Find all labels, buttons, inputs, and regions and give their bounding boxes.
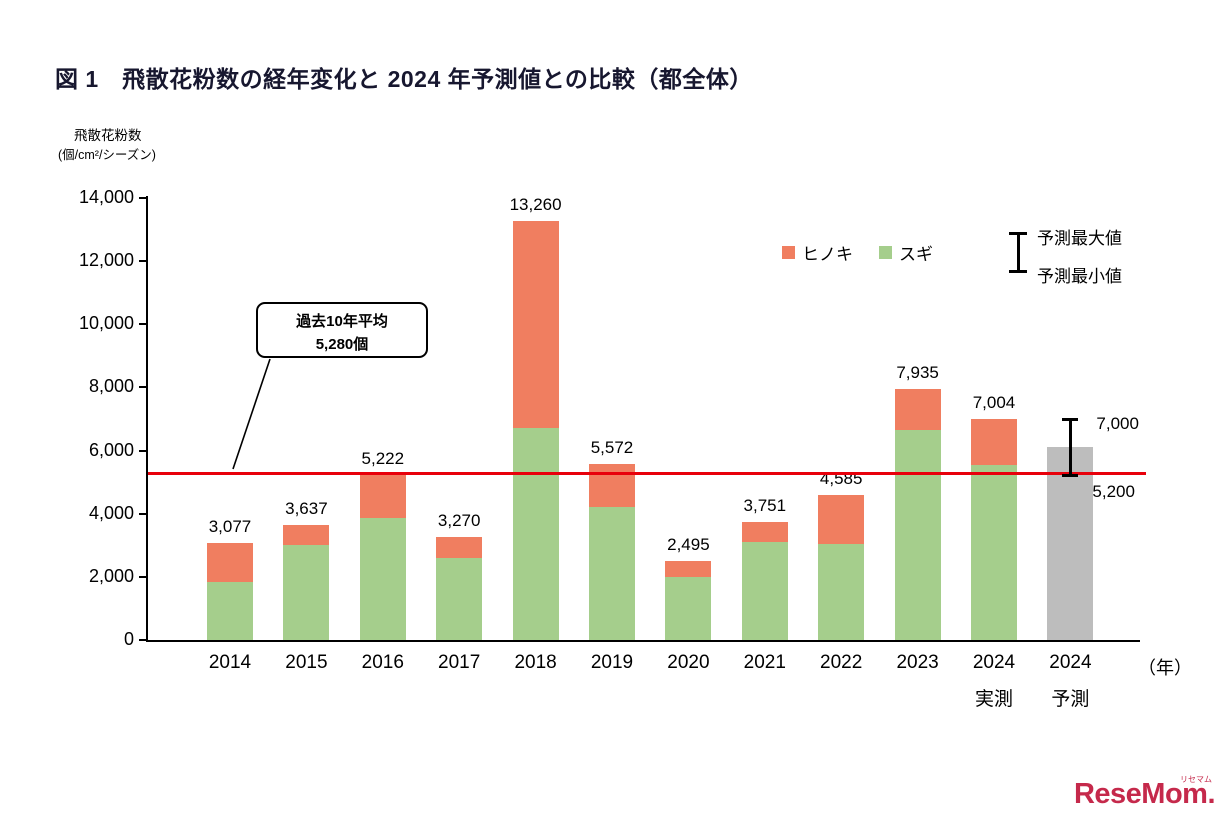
bar-total-label: 2,495 xyxy=(667,535,710,555)
bar-total-label: 3,077 xyxy=(208,516,252,536)
bar-total-label: 7,004 xyxy=(972,392,1016,412)
bar-hinoki xyxy=(436,536,483,558)
x-tick-label: 2015 xyxy=(285,652,328,673)
x-tick-label: 2019 xyxy=(590,652,634,673)
x-tick-label: 予測 xyxy=(1051,689,1090,710)
x-tick-label: 2023 xyxy=(896,652,939,673)
x-tick-label: 2024 xyxy=(1049,652,1092,673)
legend-label-hinoki: ヒノキ xyxy=(802,245,853,264)
average-callout: 過去10年平均 5,280個 xyxy=(256,302,428,358)
page-title: 図 1 飛散花粉数の経年変化と 2024 年予測値との比較（都全体） xyxy=(55,66,753,92)
bar-hinoki xyxy=(512,221,559,429)
bar-total-label: 5,572 xyxy=(590,438,634,458)
y-tick-label: 14,000 xyxy=(78,187,134,207)
y-tick-mark xyxy=(139,386,147,389)
error-bar-line xyxy=(1068,419,1072,476)
bar-total-label: 5,222 xyxy=(361,449,405,469)
x-tick-label: 2014 xyxy=(208,652,252,673)
x-tick-label: 2018 xyxy=(514,652,557,673)
error-bar-cap-bottom xyxy=(1062,474,1079,478)
bar-hinoki xyxy=(894,389,941,431)
bar-hinoki xyxy=(741,521,788,543)
bar-hinoki xyxy=(971,418,1017,465)
bar-total-label: 3,270 xyxy=(437,510,481,530)
bar-hinoki xyxy=(818,495,865,544)
bar-hinoki xyxy=(665,561,712,577)
y-tick-label: 0 xyxy=(123,629,134,649)
y-tick-label: 10,000 xyxy=(78,313,134,334)
forecast-min-label: 5,200 xyxy=(1092,481,1135,501)
bar-sugi xyxy=(589,507,635,640)
y-tick-mark xyxy=(139,323,147,326)
bar-hinoki xyxy=(359,475,406,519)
legend-item-hinoki: ヒノキ xyxy=(782,240,853,265)
y-tick-label: 2,000 xyxy=(88,565,134,586)
y-tick-label: 4,000 xyxy=(88,502,134,523)
y-axis-line xyxy=(146,196,148,642)
forecast-range-legend: 予測最大値 予測最小値 xyxy=(1003,218,1178,286)
y-axis-unit-line2: (個/cm²/シーズン) xyxy=(58,148,156,162)
bar-sugi xyxy=(512,428,559,640)
bar-hinoki xyxy=(589,464,635,508)
x-tick-label: 2021 xyxy=(743,652,786,673)
y-tick-mark xyxy=(139,575,147,578)
logo-ruby: リセマム xyxy=(1180,775,1212,784)
y-tick-mark xyxy=(139,512,147,515)
logo-text: ReseMom. xyxy=(1073,778,1216,810)
bar-sugi xyxy=(894,430,941,640)
x-tick-label: 2017 xyxy=(438,652,481,673)
x-tick-label: 2024 xyxy=(972,652,1016,673)
y-tick-label: 6,000 xyxy=(88,439,134,460)
bar-sugi xyxy=(359,518,406,640)
y-tick-label: 12,000 xyxy=(78,250,134,271)
average-line xyxy=(148,471,1146,475)
bar-total-label: 3,751 xyxy=(743,495,787,515)
error-bar-glyph-line xyxy=(1016,232,1020,273)
legend-label-sugi: スギ xyxy=(899,245,933,264)
bar-sugi xyxy=(741,542,788,640)
legend-swatch-hinoki xyxy=(782,246,795,259)
forecast-min-legend-label: 予測最小値 xyxy=(1037,267,1122,286)
callout-line2: 5,280個 xyxy=(315,335,369,353)
callout-line1: 過去10年平均 xyxy=(296,313,388,330)
x-tick-label: 2016 xyxy=(361,652,404,673)
bar-forecast xyxy=(1047,447,1094,640)
y-axis-unit-line1: 飛散花粉数 xyxy=(74,128,142,143)
y-tick-mark xyxy=(139,639,147,641)
bar-sugi xyxy=(207,581,253,640)
bar-total-label: 3,637 xyxy=(285,499,328,519)
bar-sugi xyxy=(665,576,712,640)
bar-hinoki xyxy=(207,542,253,582)
x-axis-unit-label: （年） xyxy=(1138,658,1192,678)
resemom-logo: リセマム ReseMom. xyxy=(1073,775,1216,811)
y-tick-label: 8,000 xyxy=(88,376,134,397)
legend-swatch-sugi xyxy=(879,246,892,259)
error-bar-glyph-bottom-cap xyxy=(1009,270,1027,273)
bar-sugi xyxy=(818,543,865,640)
forecast-max-legend-label: 予測最大値 xyxy=(1037,229,1122,248)
bar-sugi xyxy=(283,545,330,640)
x-axis-line xyxy=(146,640,1140,642)
y-tick-mark xyxy=(139,260,147,263)
x-tick-label: 実測 xyxy=(974,689,1013,710)
bar-total-label: 13,260 xyxy=(509,195,562,215)
x-tick-label: 2022 xyxy=(820,652,863,673)
y-tick-mark xyxy=(139,449,147,452)
bar-sugi xyxy=(971,464,1017,640)
bar-total-label: 7,935 xyxy=(896,363,939,383)
callout-leader-line xyxy=(232,358,271,470)
y-tick-mark xyxy=(139,197,147,199)
bar-hinoki xyxy=(283,525,330,546)
forecast-max-label: 7,000 xyxy=(1096,414,1139,433)
legend: ヒノキ スギ xyxy=(782,240,933,265)
x-tick-label: 2020 xyxy=(667,652,710,673)
legend-item-sugi: スギ xyxy=(879,240,933,265)
bar-sugi xyxy=(436,557,483,640)
error-bar-cap-top xyxy=(1062,417,1079,421)
